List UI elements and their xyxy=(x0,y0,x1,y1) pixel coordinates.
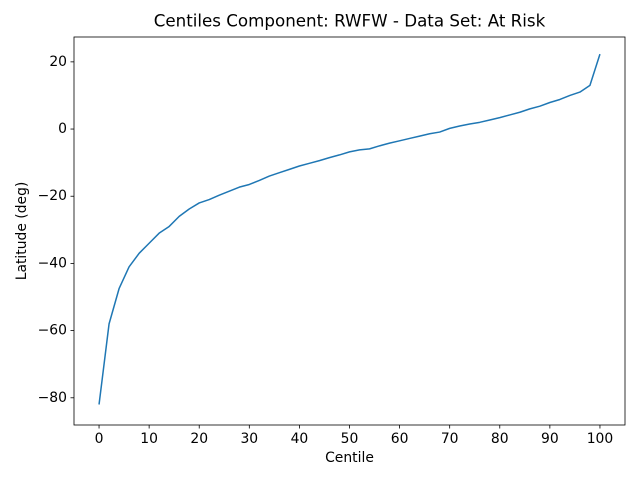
y-tick-label: −40 xyxy=(38,255,67,271)
y-tick-label: 0 xyxy=(58,121,67,137)
y-tick-label: 20 xyxy=(49,54,67,70)
y-tick-label: −60 xyxy=(38,323,67,339)
line xyxy=(98,53,601,405)
x-tick-label: 20 xyxy=(190,431,208,447)
x-tick-label: 80 xyxy=(491,431,509,447)
x-tick-label: 50 xyxy=(341,431,359,447)
x-tick-label: 70 xyxy=(441,431,459,447)
x-tick-label: 10 xyxy=(140,431,158,447)
x-tick-label: 0 xyxy=(95,431,104,447)
x-tick-label: 40 xyxy=(291,431,309,447)
y-tick-label: −80 xyxy=(38,390,67,406)
y-axis-label: Latitude (deg) xyxy=(14,182,30,281)
x-tick-label: 100 xyxy=(587,431,614,447)
plot-frame xyxy=(73,36,626,426)
x-tick-label: 90 xyxy=(541,431,559,447)
y-tick-label: −20 xyxy=(38,188,67,204)
x-tick-label: 60 xyxy=(391,431,409,447)
x-tick-label: 30 xyxy=(240,431,258,447)
x-axis-label: Centile xyxy=(325,450,374,466)
chart-title: Centiles Component: RWFW - Data Set: At … xyxy=(154,11,546,31)
